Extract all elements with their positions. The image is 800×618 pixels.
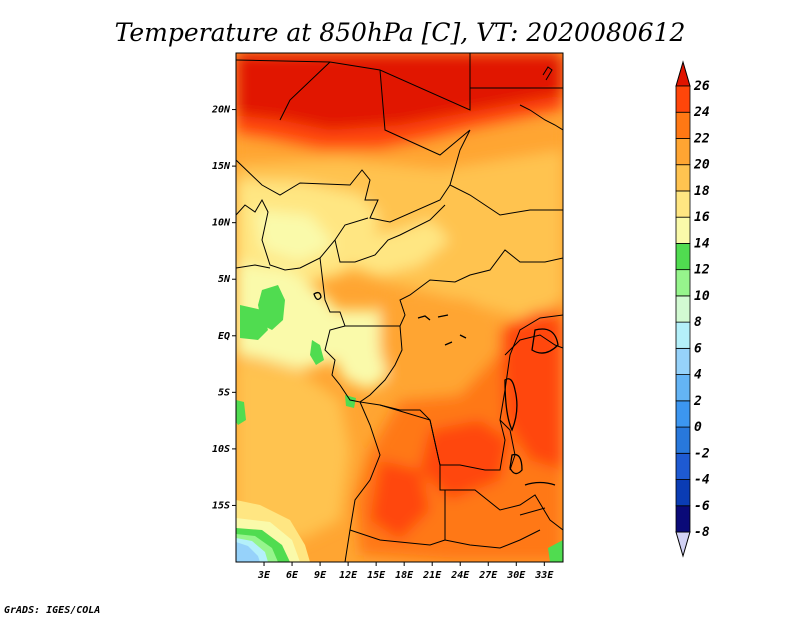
- y-tick-label: 10S: [212, 444, 230, 455]
- x-tick-label: 18E: [395, 570, 414, 581]
- colorbar-label: 20: [693, 158, 710, 173]
- lake-chad: [313, 291, 322, 301]
- lake-kariba: [524, 481, 556, 486]
- temperature-field: [236, 53, 563, 562]
- x-tick-label: 3E: [257, 570, 271, 581]
- x-tick-label: 33E: [534, 570, 554, 581]
- y-tick-label: 10N: [212, 218, 231, 229]
- lake-small-2: [444, 334, 467, 346]
- colorbar-swatch: [675, 243, 691, 271]
- field-green-patch-2: [240, 305, 268, 340]
- border-south: [349, 404, 563, 549]
- colorbar-label: 14: [694, 236, 710, 251]
- map-frame: [235, 52, 564, 563]
- field-gulf-of-guinea: [236, 262, 345, 370]
- field-green-patch-4: [236, 400, 246, 425]
- field-chad-cameroon: [350, 220, 450, 275]
- field-green-patch-3: [310, 340, 324, 365]
- x-axis-ticks: 3E 6E 9E 12E 15E 18E 21E 24E 27E 30E 33E: [257, 562, 554, 581]
- x-tick-label: 24E: [450, 570, 470, 581]
- x-tick-label: 6E: [286, 570, 299, 581]
- lake-mweru: [509, 453, 523, 475]
- coast-red-sea: [542, 66, 553, 81]
- colorbar-label: 8: [694, 315, 702, 330]
- colorbar-swatch: [675, 85, 691, 113]
- country-borders: [236, 53, 563, 562]
- colorbar-upper-arrow: [675, 60, 691, 87]
- y-tick-label: 5N: [218, 274, 231, 285]
- y-tick-label: 20N: [211, 105, 231, 116]
- colorbar-label: 26: [693, 79, 710, 94]
- lakes: [313, 291, 559, 486]
- grads-credit: GrADS: IGES/COLA: [4, 605, 100, 616]
- colorbar-swatch: [675, 479, 691, 507]
- lake-victoria: [531, 328, 559, 354]
- colorbar-swatch: [675, 321, 691, 349]
- y-tick-label: EQ: [218, 331, 230, 342]
- colorbar-label: 12: [694, 263, 710, 278]
- x-tick-label: 15E: [367, 570, 386, 581]
- y-tick-label: 15N: [212, 161, 231, 172]
- colorbar-label: 18: [694, 184, 710, 199]
- colorbar-swatch: [675, 138, 691, 166]
- x-tick-label: 9E: [314, 570, 327, 581]
- chart-title: Temperature at 850hPa [C], VT: 202008061…: [115, 18, 686, 47]
- field-green-patch-5: [345, 395, 356, 408]
- colorbar-label: -2: [694, 446, 710, 461]
- lake-small-1: [417, 314, 449, 321]
- field-angola-core: [370, 460, 430, 540]
- colorbar-swatch: [675, 347, 691, 375]
- colorbar-label: 6: [694, 341, 702, 356]
- field-nigeria-cool: [255, 210, 335, 262]
- field-great-lakes-core: [500, 310, 563, 470]
- colorbar-swatch: [675, 400, 691, 428]
- colorbar-swatch: [675, 190, 691, 218]
- colorbar-swatch: [675, 216, 691, 244]
- coast-gulf-of-guinea: [236, 264, 271, 269]
- colorbar-label: -6: [694, 499, 710, 514]
- colorbar-swatch: [675, 426, 691, 454]
- colorbar-label: -4: [694, 473, 710, 488]
- colorbar-swatch: [675, 164, 691, 192]
- y-axis-ticks: 20N 15N 10N 5N EQ 5S 10S 15S: [211, 105, 236, 511]
- colorbar-label: 22: [693, 131, 710, 146]
- colorbar-label: 10: [694, 289, 710, 304]
- border-west-central: [236, 198, 446, 271]
- colorbar-swatch: [675, 269, 691, 297]
- colorbar-swatch: [675, 374, 691, 402]
- border-car-sudan: [319, 249, 563, 327]
- lake-tanganyika: [504, 378, 518, 432]
- colorbar-label: -8: [694, 525, 710, 540]
- y-tick-label: 5S: [218, 387, 230, 398]
- colorbar-swatch: [675, 295, 691, 323]
- x-tick-label: 30E: [506, 570, 526, 581]
- colorbar-label: 4: [694, 368, 702, 383]
- colorbar-label: 24: [693, 105, 710, 120]
- border-nile: [519, 104, 563, 131]
- y-tick-label: 15S: [212, 500, 230, 511]
- border-sahara: [236, 53, 563, 216]
- field-green-patch-1: [258, 285, 285, 330]
- colorbar-swatch: [675, 505, 691, 533]
- colorbar-label: 0: [694, 420, 702, 435]
- border-sahel: [236, 159, 451, 223]
- colorbar-lower-arrow: [675, 531, 691, 558]
- field-zambia-core: [420, 420, 510, 500]
- colorbar-label: 2: [693, 394, 702, 409]
- field-atlantic: [236, 360, 350, 540]
- field-green-patch-6: [548, 540, 563, 562]
- x-tick-label: 21E: [422, 570, 442, 581]
- colorbar-label: 16: [694, 210, 710, 225]
- x-tick-label: 27E: [478, 570, 498, 581]
- x-tick-label: 12E: [339, 570, 358, 581]
- colorbar-swatch: [675, 111, 691, 139]
- colorbar-swatch: [675, 452, 691, 480]
- field-sahara-hot: [236, 53, 563, 130]
- field-cool-6: [236, 542, 260, 562]
